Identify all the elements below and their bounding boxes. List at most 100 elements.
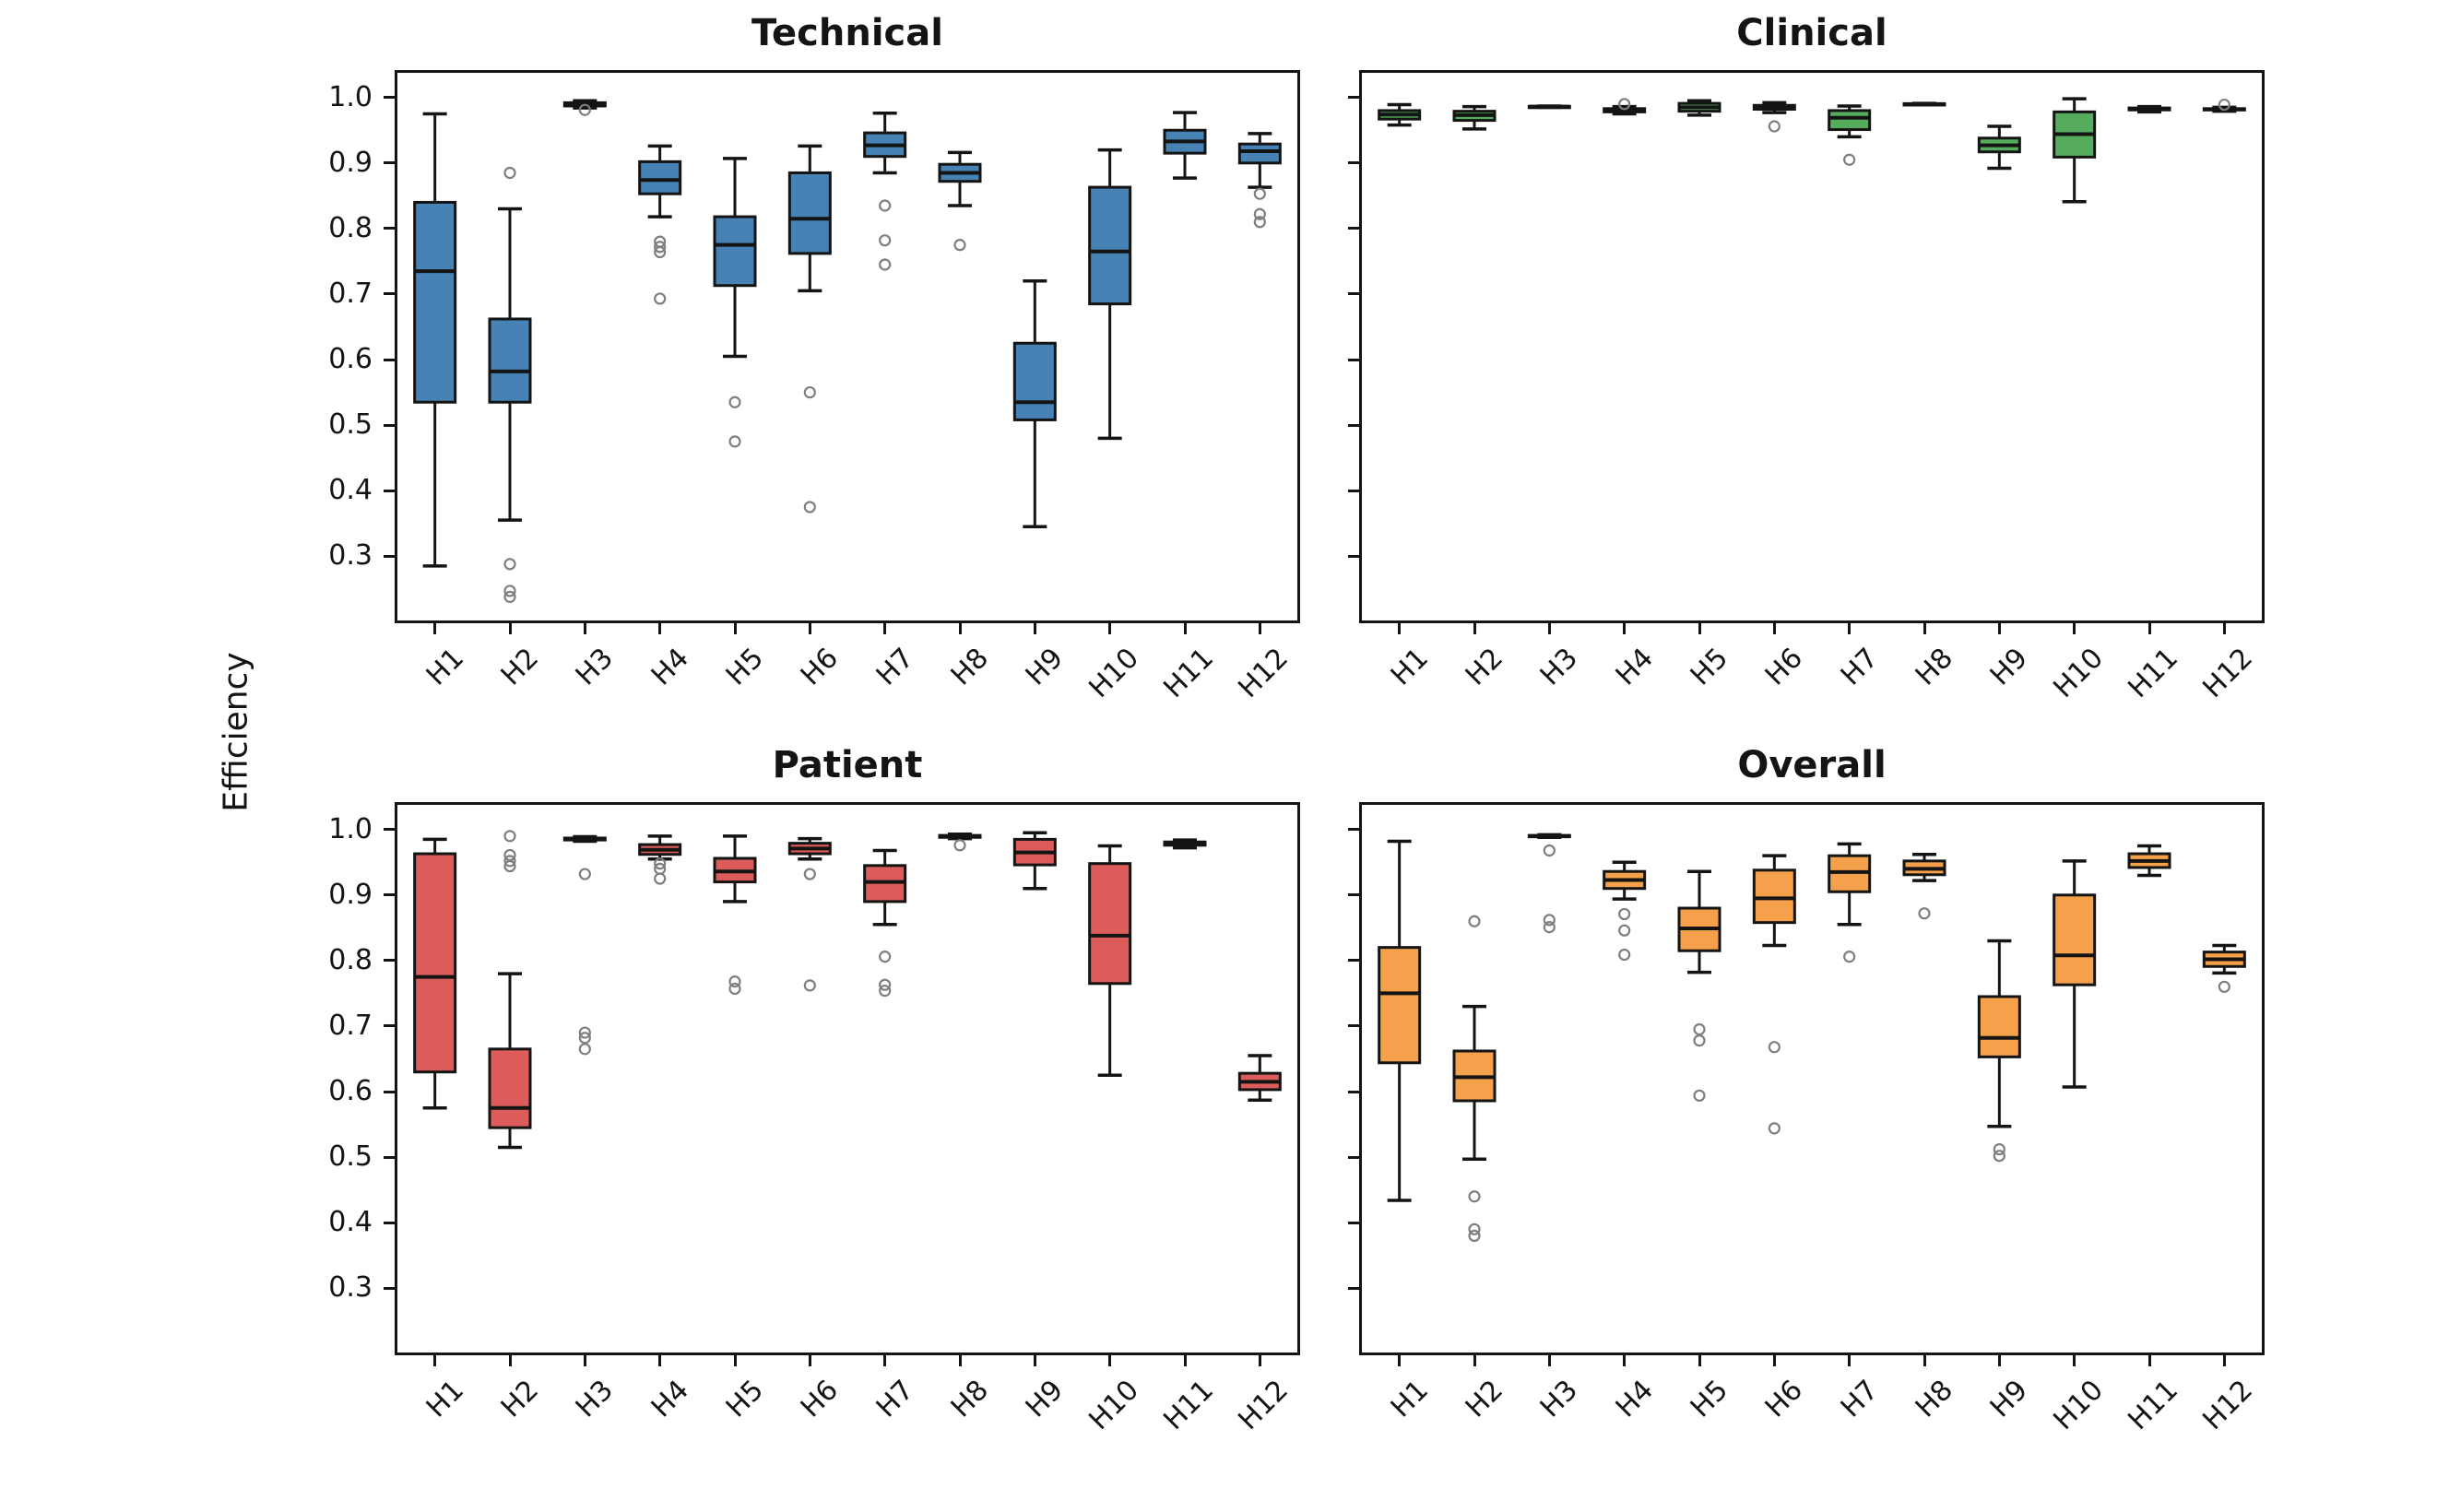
- outlier-point: [1843, 951, 1856, 963]
- x-tick-mark: [1547, 623, 1551, 634]
- box-group-H7: [1828, 842, 1872, 963]
- outlier-point: [578, 1043, 591, 1056]
- outlier-point: [503, 590, 516, 603]
- boxplot-svg-overall: [1378, 833, 2246, 1243]
- x-tick-mark: [1772, 1355, 1776, 1366]
- box-group-H4: [1603, 98, 1647, 116]
- x-tick-mark: [433, 623, 437, 634]
- box-group-H6: [787, 836, 832, 992]
- outlier-point: [654, 245, 667, 259]
- y-tick-mark: [1348, 959, 1359, 963]
- outlier-point: [654, 241, 667, 254]
- box-group-H8: [938, 832, 982, 852]
- x-tick-mark: [2147, 623, 2151, 634]
- y-tick-label: 0.5: [328, 1140, 373, 1174]
- y-tick-mark: [1348, 96, 1359, 100]
- iqr-box: [488, 317, 532, 404]
- y-tick-mark: [384, 1024, 395, 1028]
- x-tick-mark: [508, 623, 512, 634]
- x-tick-mark: [1398, 1355, 1402, 1366]
- y-tick-mark: [384, 1090, 395, 1093]
- x-tick-mark: [1183, 623, 1187, 634]
- outlier-point: [503, 859, 516, 873]
- outlier-point: [1693, 1089, 1706, 1102]
- iqr-box: [413, 852, 457, 1074]
- y-tick-mark: [384, 1286, 395, 1290]
- box-group-H2: [1452, 915, 1497, 1243]
- y-tick-label: 0.7: [328, 1009, 373, 1042]
- outlier-point: [578, 103, 591, 116]
- box-group-H8: [1902, 101, 1946, 107]
- iqr-box: [413, 200, 457, 404]
- y-tick-mark: [384, 161, 395, 165]
- outlier-point: [953, 239, 966, 252]
- iqr-box: [1828, 109, 1872, 132]
- outlier-point: [654, 872, 667, 885]
- x-tick-mark: [1473, 623, 1476, 634]
- box-group-H8: [1902, 852, 1946, 920]
- y-tick-label: 0.6: [328, 1075, 373, 1108]
- y-tick-label: 0.9: [328, 146, 373, 179]
- x-tick-mark: [1923, 1355, 1926, 1366]
- box-group-H5: [1677, 869, 1721, 1102]
- outlier-point: [578, 868, 591, 880]
- y-tick-mark: [1348, 554, 1359, 558]
- panel-title-technical: Technical: [751, 12, 943, 54]
- x-tick-mark: [1848, 623, 1852, 634]
- outlier-point: [1253, 207, 1266, 220]
- iqr-box: [1012, 341, 1057, 421]
- x-tick-mark: [808, 1355, 811, 1366]
- y-tick-mark: [384, 1221, 395, 1224]
- outlier-point: [879, 234, 892, 247]
- boxplot-svg-technical: [413, 99, 1282, 603]
- box-group-H10: [2053, 859, 2097, 1089]
- x-tick-mark: [1547, 1355, 1551, 1366]
- outlier-point: [1618, 948, 1631, 962]
- box-group-H9: [1012, 278, 1057, 529]
- y-tick-label: 0.9: [328, 878, 373, 911]
- y-tick-mark: [1348, 227, 1359, 230]
- y-tick-mark: [1348, 1024, 1359, 1028]
- x-tick-mark: [1923, 623, 1926, 634]
- outlier-point: [1468, 1190, 1481, 1203]
- panel-title-overall: Overall: [1737, 744, 1887, 786]
- panel-overall: Overall H1 H2 H3 H4 H5 H6 H7 H8 H9 H10 H11 H12: [1348, 744, 2265, 1436]
- x-tick-mark: [1258, 623, 1261, 634]
- y-tick-label: 1.0: [328, 80, 373, 113]
- y-tick-mark: [1348, 1221, 1359, 1224]
- box-group-H2: [488, 830, 532, 1150]
- box-group-H2: [1452, 104, 1497, 131]
- box-group-H4: [1603, 860, 1647, 962]
- y-tick-mark: [1348, 161, 1359, 165]
- outlier-point: [503, 855, 516, 868]
- box-group-H10: [1088, 148, 1132, 441]
- outlier-point: [1543, 844, 1556, 857]
- x-tick-mark: [583, 1355, 586, 1366]
- box-group-H9: [1012, 831, 1057, 891]
- box-group-H1: [413, 837, 457, 1110]
- outlier-point: [803, 385, 816, 399]
- box-group-H2: [488, 166, 532, 603]
- y-tick-label: 0.4: [328, 1206, 373, 1239]
- y-tick-label: 0.6: [328, 343, 373, 376]
- outlier-point: [1843, 153, 1856, 166]
- outlier-point: [728, 396, 741, 408]
- y-tick-mark: [384, 292, 395, 296]
- y-tick-mark: [384, 828, 395, 832]
- x-tick-mark: [658, 623, 662, 634]
- y-tick-label: 0.3: [328, 539, 373, 573]
- box-group-H8: [938, 150, 982, 252]
- outlier-point: [1468, 1229, 1481, 1243]
- outlier-point: [503, 558, 516, 571]
- box-group-H12: [1237, 1054, 1282, 1103]
- box-group-H1: [1378, 839, 1422, 1202]
- box-group-H3: [1527, 833, 1571, 934]
- x-tick-mark: [1473, 1355, 1476, 1366]
- y-tick-mark: [1348, 358, 1359, 361]
- y-tick-mark: [1348, 1155, 1359, 1159]
- x-tick-mark: [1997, 1355, 2001, 1366]
- y-tick-mark: [1348, 292, 1359, 296]
- y-tick-mark: [384, 358, 395, 361]
- outlier-point: [879, 978, 892, 991]
- iqr-box: [638, 159, 682, 195]
